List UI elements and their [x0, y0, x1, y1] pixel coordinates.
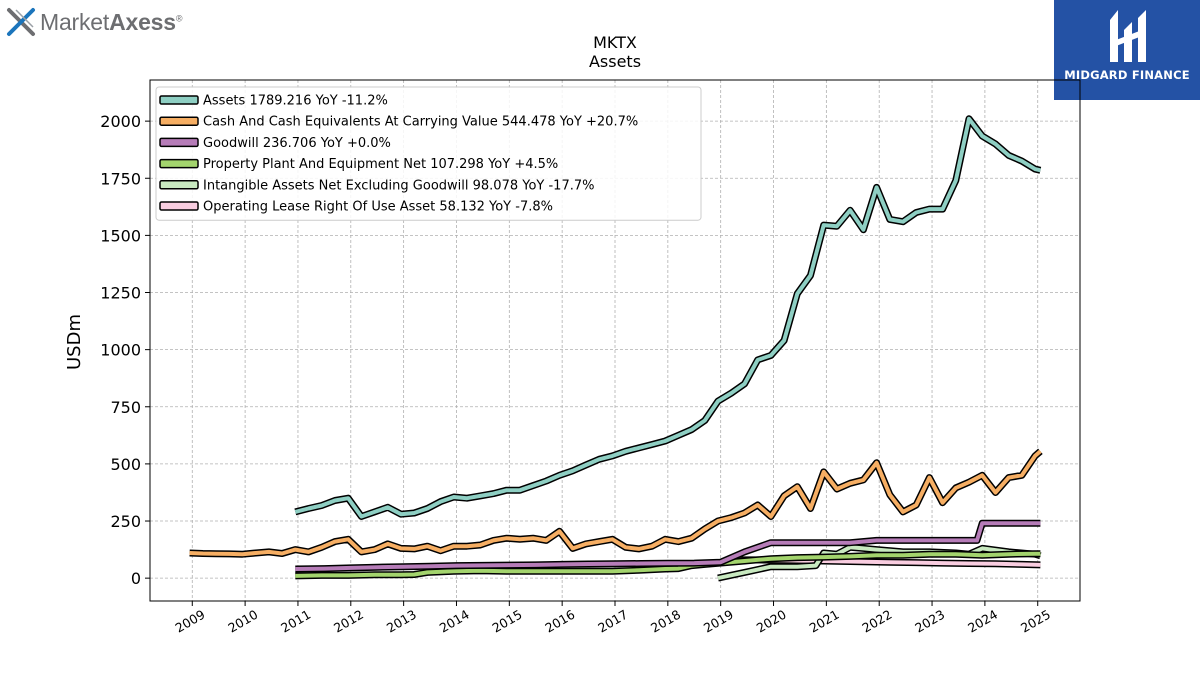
series-group: [189, 115, 1043, 582]
y-tick-label: 750: [110, 398, 141, 417]
x-tick-label: 2013: [384, 607, 419, 636]
x-tick-label: 2014: [437, 607, 472, 636]
x-tick-label: 2021: [807, 607, 842, 636]
x-tick-label: 2023: [912, 607, 947, 636]
legend-entry: Assets 1789.216 YoY -11.2%: [203, 94, 388, 109]
legend-swatch: [159, 180, 199, 190]
series-intangible-assets-net-excluding-goodwill: [717, 543, 1042, 582]
legend-swatch: [159, 158, 199, 169]
y-tick-label: 0: [131, 569, 141, 588]
legend-entry: Operating Lease Right Of Use Asset 58.13…: [203, 200, 553, 215]
sponsor-caption: MIDGARD FINANCE: [1064, 68, 1190, 82]
market-axess-logo: MarketAxess®: [6, 5, 183, 39]
midgard-emblem-icon: [1110, 10, 1146, 62]
series-goodwill: [295, 519, 1041, 573]
x-tick-label: 2024: [965, 607, 1000, 636]
y-tick-label: 2000: [100, 112, 141, 131]
legend-entry: Cash And Cash Equivalents At Carrying Va…: [203, 115, 638, 130]
x-tick-label: 2012: [331, 607, 366, 636]
x-tick-label: 2022: [859, 607, 894, 636]
legend-swatch: [159, 116, 199, 126]
legend: Assets 1789.216 YoY -11.2% Cash And Cash …: [155, 86, 702, 221]
market-axess-x-icon: [7, 8, 35, 36]
series-assets: [294, 115, 1042, 520]
series-line: [717, 545, 1041, 581]
series-property-plant-and-equipment-net: [295, 550, 1041, 580]
series-line: [294, 116, 1041, 519]
chart-subtitle: Assets: [589, 52, 641, 71]
x-tick-label: 2011: [278, 607, 313, 636]
y-tick-label: 1500: [100, 226, 141, 245]
y-axis-ticks: 0 250 500 750 1000 1250 1500 1750 2000: [100, 112, 150, 588]
y-tick-label: 1250: [100, 284, 141, 303]
x-tick-label: 2009: [172, 607, 207, 636]
series-line: [295, 521, 1041, 571]
series-line: [189, 449, 1042, 557]
x-tick-label: 2025: [1018, 607, 1053, 636]
x-tick-label: 2017: [595, 607, 630, 636]
y-tick-label: 250: [110, 512, 141, 531]
logo-name-bold: Axess: [109, 8, 176, 35]
y-tick-label: 1000: [100, 341, 141, 360]
x-tick-label: 2015: [490, 607, 525, 636]
logo-name-light: Market: [40, 8, 110, 35]
x-tick-label: 2010: [225, 607, 260, 636]
legend-entry: Intangible Assets Net Excluding Goodwill…: [203, 178, 594, 193]
legend-box: [155, 86, 702, 221]
series-cash-and-cash-equivalents-at-carrying-value: [189, 448, 1043, 558]
legend-swatch: [159, 95, 199, 105]
x-tick-label: 2019: [701, 607, 736, 636]
y-axis-label: USDm: [64, 314, 85, 370]
sponsor-logo: MIDGARD FINANCE: [1054, 0, 1200, 100]
x-axis-ticks: 2009 2010 2011 2012 2013 2014 2015 2016 2017 2018…: [172, 601, 1053, 636]
y-tick-label: 500: [110, 455, 141, 474]
legend-entry: Goodwill 236.706 YoY +0.0%: [203, 136, 391, 151]
chart-title: MKTX: [593, 33, 637, 52]
x-tick-label: 2018: [648, 607, 683, 636]
legend-swatch: [159, 137, 199, 148]
legend-entry: Property Plant And Equipment Net 107.298…: [203, 157, 558, 172]
logo-wordmark: MarketAxess®: [40, 8, 183, 36]
y-tick-label: 1750: [100, 169, 141, 188]
logo-registered: ®: [175, 12, 183, 23]
x-tick-label: 2020: [754, 607, 789, 636]
legend-swatch: [159, 201, 199, 211]
series-line: [295, 551, 1041, 578]
x-tick-label: 2016: [542, 607, 577, 636]
